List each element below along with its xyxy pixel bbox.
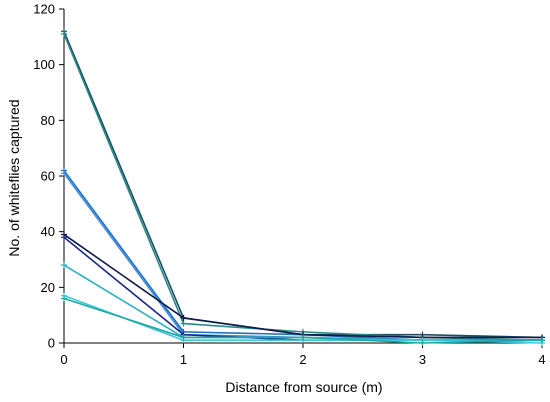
x-axis-label: Distance from source (m) — [225, 379, 382, 395]
y-tick-label: 120 — [33, 2, 55, 17]
data-point — [539, 337, 545, 344]
data-point — [180, 314, 187, 321]
series-line — [63, 33, 543, 342]
data-point — [419, 340, 426, 346]
series-2 — [61, 31, 545, 344]
series-3 — [61, 167, 545, 344]
data-point — [300, 334, 306, 341]
series-line — [63, 169, 542, 342]
data-point — [61, 170, 67, 177]
data-point — [61, 295, 67, 302]
y-tick-label: 40 — [41, 224, 55, 239]
x-tick-label: 4 — [538, 352, 545, 367]
data-point — [61, 31, 67, 38]
series-group — [61, 28, 545, 346]
series-line — [63, 30, 543, 339]
data-point — [61, 262, 67, 269]
x-tick-label: 0 — [60, 352, 67, 367]
x-axis-ticks: 0 1 2 3 4 — [60, 343, 546, 367]
data-point — [61, 234, 67, 241]
y-axis-label: No. of whiteflies captured — [6, 99, 22, 256]
x-tick-label: 3 — [419, 352, 426, 367]
y-tick-label: 100 — [33, 57, 55, 72]
y-tick-label: 0 — [48, 336, 55, 351]
y-tick-label: 80 — [41, 113, 55, 128]
x-tick-label: 1 — [180, 352, 187, 367]
y-tick-label: 60 — [41, 169, 55, 184]
y-axis-ticks: 0 20 40 60 80 100 120 — [33, 2, 64, 351]
plot-area — [63, 9, 542, 344]
x-tick-label: 2 — [299, 352, 306, 367]
y-tick-label: 20 — [41, 280, 55, 295]
series-line — [63, 172, 542, 342]
data-point — [180, 334, 187, 341]
series-5 — [61, 231, 545, 341]
series-6 — [61, 234, 545, 344]
data-point — [180, 320, 187, 327]
series-line — [63, 236, 542, 342]
series-9 — [61, 295, 545, 346]
